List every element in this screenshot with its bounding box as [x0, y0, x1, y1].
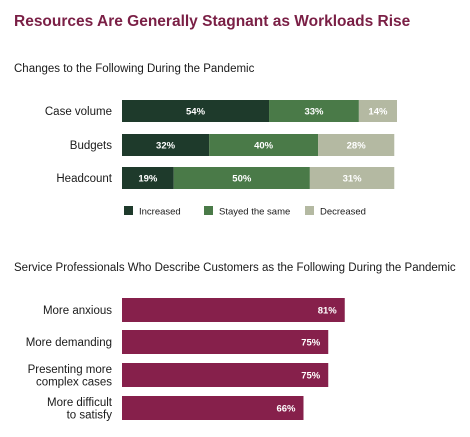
data-label-case-volume-stayed-the-same: 33% [304, 107, 324, 118]
bar-budgets-decreased [318, 134, 395, 156]
legend-swatch-increased [124, 206, 133, 215]
data-label-budgets-stayed-the-same: 40% [254, 141, 274, 152]
category-label-more-anxious: More anxious [43, 305, 112, 317]
bar-headcount-decreased [309, 167, 395, 189]
category-label-line: More difficult [47, 397, 113, 409]
bar-headcount-stayed-the-same [173, 167, 310, 189]
data-label-budgets-increased: 32% [156, 141, 176, 152]
bar-more-anxious [122, 298, 345, 322]
data-label-case-volume-decreased: 14% [368, 107, 388, 118]
data-label-case-volume-increased: 54% [186, 107, 206, 118]
category-label-line: More demanding [26, 337, 112, 349]
data-label-headcount-increased: 19% [138, 174, 158, 185]
legend-label-increased: Increased [139, 207, 181, 218]
bar-budgets-increased [122, 134, 210, 156]
category-label-presenting-more-complex-cases: Presenting more complex cases [28, 364, 113, 389]
bar-case-volume-stayed-the-same [269, 100, 359, 122]
bar-presenting-more-complex-cases [122, 363, 329, 387]
category-label-more-difficult-to-satisfy: More difficult to satisfy [47, 397, 113, 422]
category-label-line: Presenting more [28, 364, 112, 376]
category-label-line: More anxious [43, 305, 112, 317]
data-label-more-demanding: 75% [301, 338, 321, 349]
legend-swatch-decreased [305, 206, 314, 215]
customer-chart-subtitle: Service Professionals Who Describe Custo… [14, 262, 456, 274]
category-label-more-demanding: More demanding [26, 337, 112, 349]
category-label-budgets: Budgets [70, 140, 112, 152]
data-label-presenting-more-complex-cases: 75% [301, 371, 321, 382]
legend-swatch-stayed-the-same [204, 206, 213, 215]
bar-case-volume-increased [122, 100, 270, 122]
data-label-budgets-decreased: 28% [347, 141, 367, 152]
data-label-headcount-decreased: 31% [343, 174, 363, 185]
category-label-line: complex cases [36, 376, 112, 388]
stacked-chart-subtitle: Changes to the Following During the Pand… [14, 63, 255, 75]
data-label-more-difficult-to-satisfy: 66% [276, 404, 296, 415]
legend-label-decreased: Decreased [320, 207, 366, 218]
legend-label-stayed-the-same: Stayed the same [219, 207, 290, 218]
category-label-line: to satisfy [67, 409, 113, 421]
bar-more-difficult-to-satisfy [122, 396, 304, 420]
chart-title: Resources Are Generally Stagnant as Work… [14, 13, 411, 30]
bar-headcount-increased [122, 167, 174, 189]
category-label-headcount: Headcount [56, 173, 112, 185]
category-label-case-volume: Case volume [45, 106, 112, 118]
bar-case-volume-decreased [358, 100, 397, 122]
bar-budgets-stayed-the-same [209, 134, 319, 156]
data-label-more-anxious: 81% [318, 306, 338, 317]
data-label-headcount-stayed-the-same: 50% [232, 174, 252, 185]
bar-more-demanding [122, 330, 329, 354]
